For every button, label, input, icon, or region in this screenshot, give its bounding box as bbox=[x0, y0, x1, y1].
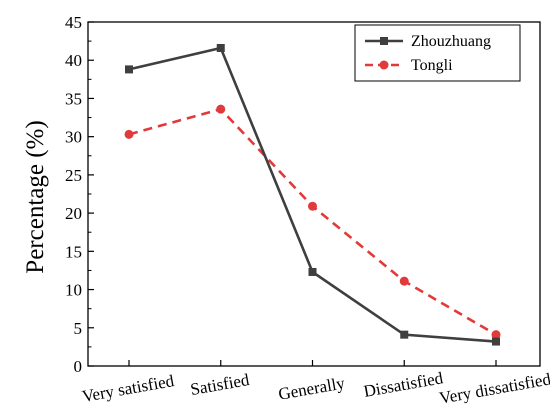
y-tick-label: 45 bbox=[65, 13, 82, 32]
data-point-circle bbox=[124, 129, 134, 139]
data-point-square bbox=[308, 267, 317, 276]
x-tick-label: Dissatisfied bbox=[362, 368, 445, 401]
y-tick-label: 0 bbox=[74, 357, 83, 376]
y-tick-label: 20 bbox=[65, 204, 82, 223]
y-tick-label: 40 bbox=[65, 51, 82, 70]
series-line bbox=[128, 107, 497, 336]
data-point-circle bbox=[308, 201, 317, 211]
x-axis-ticks: Very satisfied Satisfied Generally Dissatis… bbox=[81, 360, 550, 408]
data-point-circle bbox=[399, 276, 409, 286]
data-point-square bbox=[492, 337, 500, 346]
data-point-circle bbox=[491, 330, 501, 340]
series-line bbox=[128, 46, 497, 343]
data-point-circle bbox=[216, 104, 226, 114]
data-point-square bbox=[216, 43, 225, 52]
legend-label: Tongli bbox=[411, 57, 453, 74]
legend-label: Zhouzhuang bbox=[411, 33, 491, 50]
y-tick-label: 35 bbox=[65, 89, 82, 108]
y-tick-label: 25 bbox=[65, 166, 82, 185]
y-tick-label: 5 bbox=[74, 319, 83, 338]
series-zhouzhuang bbox=[125, 43, 500, 346]
series-tongli bbox=[124, 104, 501, 340]
x-tick-label: Very satisfied bbox=[81, 371, 176, 406]
x-tick-label: Very dissatisfied bbox=[438, 369, 550, 407]
data-point-square bbox=[400, 330, 409, 339]
y-tick-label: 15 bbox=[65, 242, 82, 261]
x-tick-label: Generally bbox=[277, 373, 347, 403]
data-point-square bbox=[125, 65, 133, 74]
x-tick-label: Satisfied bbox=[189, 370, 251, 399]
legend-box bbox=[354, 24, 521, 82]
y-tick-label: 30 bbox=[65, 128, 82, 147]
y-axis-title: Percentage (%) bbox=[22, 120, 49, 273]
legend: Zhouzhuang Tongli bbox=[354, 24, 521, 82]
legend-marker-circle bbox=[379, 60, 389, 70]
y-axis-ticks: 0 5 10 15 20 25 30 35 40 45 bbox=[65, 13, 94, 376]
legend-marker-square bbox=[380, 37, 388, 45]
y-tick-label: 10 bbox=[65, 281, 82, 300]
series-group bbox=[124, 43, 501, 346]
